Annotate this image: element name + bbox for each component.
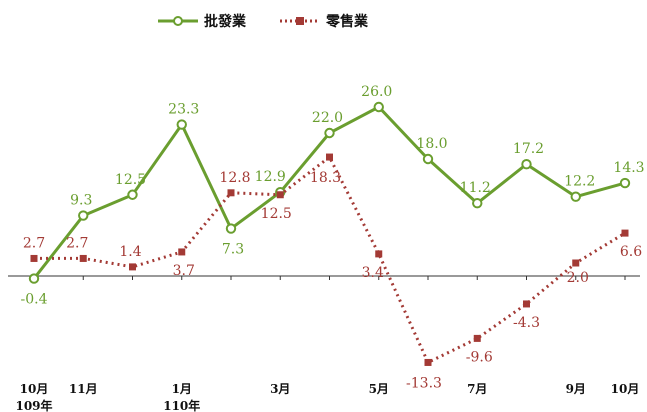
point-marker-wholesale — [373, 101, 384, 113]
data-label-wholesale: 17.2 — [513, 141, 544, 157]
data-label-retail: -4.3 — [513, 315, 540, 331]
data-label-wholesale: 26.0 — [361, 84, 392, 100]
point-marker-retail — [79, 254, 87, 262]
x-tick-label: 7月 — [467, 382, 487, 396]
point-marker-wholesale — [619, 177, 631, 189]
point-marker-wholesale — [78, 210, 89, 221]
data-label-retail: 12.8 — [219, 170, 250, 186]
point-marker-wholesale — [28, 273, 40, 284]
data-label-retail: 1.4 — [119, 244, 141, 260]
data-label-retail: 6.6 — [620, 244, 642, 260]
point-marker-retail — [276, 191, 284, 199]
data-label-retail: 2.7 — [23, 235, 45, 251]
data-label-wholesale: -0.4 — [21, 292, 48, 308]
point-marker-wholesale — [422, 153, 434, 165]
legend-item-wholesale: 批發業 — [158, 9, 246, 33]
data-label-retail: 18.3 — [310, 170, 341, 186]
legend-line-retail-icon — [280, 17, 320, 25]
legend-label-wholesale: 批發業 — [204, 14, 246, 30]
x-tick-label: 10月 — [20, 382, 49, 396]
point-marker-retail — [473, 334, 481, 342]
point-marker-wholesale — [176, 119, 187, 130]
axis-layer — [8, 275, 640, 280]
legend: 批發業 零售業 — [0, 9, 647, 33]
data-label-wholesale: 12.9 — [255, 169, 286, 185]
data-label-wholesale: 12.2 — [564, 174, 595, 190]
data-label-wholesale: 14.3 — [613, 160, 644, 176]
point-marker-wholesale — [225, 223, 237, 234]
point-marker-retail — [375, 250, 383, 258]
data-label-wholesale: 12.5 — [115, 172, 146, 188]
point-marker-retail — [30, 254, 38, 262]
data-label-wholesale: 18.0 — [416, 136, 447, 152]
point-marker-wholesale — [472, 198, 483, 209]
point-marker-wholesale — [127, 189, 138, 200]
point-marker-retail — [178, 248, 186, 256]
x-tick-label-year: 109年 — [15, 398, 52, 412]
point-marker-wholesale — [570, 191, 581, 202]
data-label-retail: 3.4 — [362, 265, 384, 281]
data-label-retail: -9.6 — [466, 349, 493, 365]
data-label-retail: 3.7 — [173, 263, 195, 279]
point-marker-retail — [523, 300, 530, 308]
point-marker-wholesale — [521, 159, 532, 170]
x-tick-label: 1月 — [172, 382, 192, 396]
legend-line-wholesale-icon — [158, 16, 198, 26]
point-marker-retail — [621, 229, 629, 237]
point-marker-wholesale — [324, 127, 335, 139]
data-label-wholesale: 7.3 — [222, 242, 244, 258]
point-marker-retail — [572, 259, 580, 267]
legend-label-retail: 零售業 — [326, 14, 368, 30]
x-tick-label: 10月 — [611, 382, 640, 396]
legend-item-retail: 零售業 — [280, 9, 368, 33]
data-label-wholesale: 11.2 — [460, 180, 491, 196]
x-tick-label: 9月 — [566, 382, 586, 396]
data-label-retail: 2.0 — [567, 270, 589, 286]
series-layer — [28, 101, 631, 366]
tick-layer: 10月 109年 11月 1月 110年 3月 5月 7月 9月 10月 — [15, 382, 639, 412]
data-label-retail: -13.3 — [406, 375, 442, 391]
point-marker-retail — [129, 263, 136, 271]
x-tick-label-year: 110年 — [163, 398, 200, 412]
data-label-wholesale: 22.0 — [312, 110, 343, 126]
point-marker-retail — [326, 153, 333, 161]
data-label-retail: 12.5 — [261, 206, 292, 222]
x-tick-label: 3月 — [270, 382, 290, 396]
data-label-wholesale: 9.3 — [70, 193, 92, 209]
x-tick-label: 5月 — [369, 382, 389, 396]
x-tick-label: 11月 — [69, 382, 98, 396]
data-label-wholesale: 23.3 — [168, 102, 199, 118]
point-marker-retail — [424, 358, 432, 366]
point-marker-retail — [227, 189, 235, 197]
label-layer: -0.4 9.3 12.5 23.3 7.3 12.9 22.0 26.0 18.0 11.2 17… — [21, 84, 645, 391]
data-label-retail: 2.7 — [66, 235, 88, 251]
